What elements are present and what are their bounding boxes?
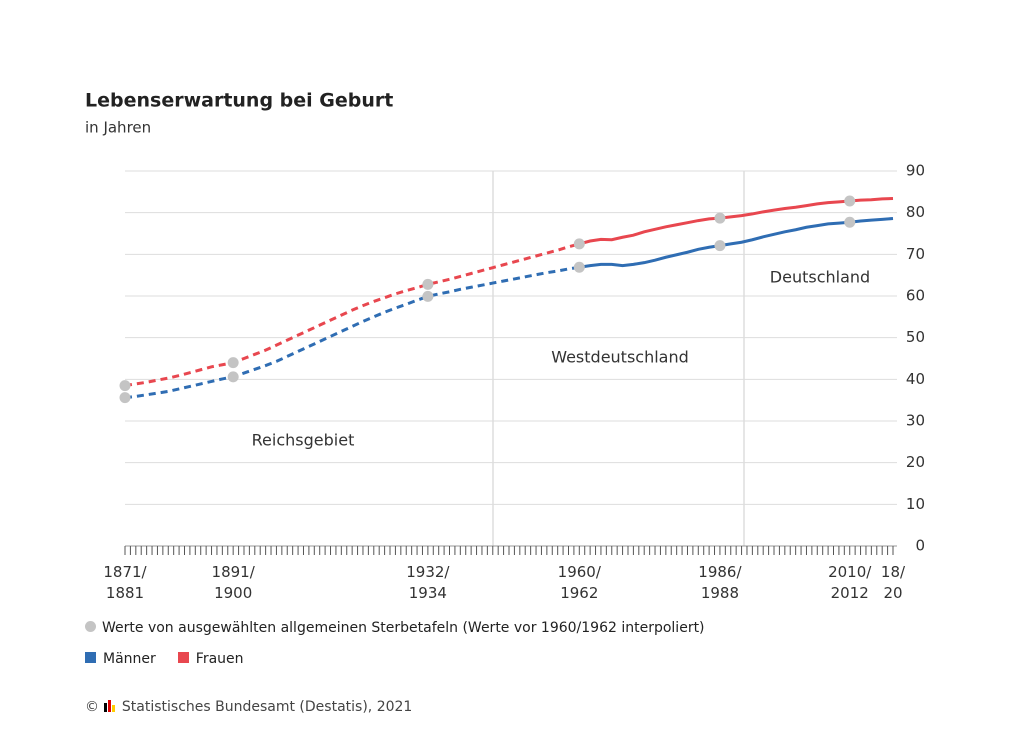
legend-swatch: [177, 652, 189, 663]
legend-label: Frauen: [195, 651, 244, 667]
chart-subtitle: in Jahren: [85, 119, 151, 137]
line-series: [124, 265, 580, 400]
legend-item: Frauen: [177, 651, 244, 667]
y-tick-label: 30: [906, 412, 925, 430]
y-tick-label: 10: [906, 495, 925, 513]
y-tick-label: 0: [915, 537, 925, 555]
x-tick-label: 1871/ 1881: [103, 563, 147, 602]
line-series: [579, 217, 894, 269]
x-tick-label: 18/ 20: [880, 563, 906, 602]
y-tick-label: 70: [906, 245, 925, 263]
logo: [104, 700, 116, 712]
region-label: Reichsgebiet: [252, 431, 355, 450]
marker-point: [119, 392, 131, 404]
x-tick-label: 1932/ 1934: [406, 563, 450, 602]
line-series: [124, 242, 580, 388]
legend-swatch: [85, 652, 96, 663]
y-tick-label: 60: [906, 287, 925, 305]
x-tick-label: 1891/ 1900: [211, 563, 255, 602]
y-tick-label: 20: [906, 453, 925, 471]
region-label: Deutschland: [770, 268, 870, 287]
copyright: ©: [85, 699, 99, 715]
marker-point: [844, 195, 856, 207]
x-tick-label: 1986/ 1988: [698, 563, 742, 602]
marker-note-text: Werte von ausgewählten allgemeinen Sterb…: [102, 620, 705, 636]
line-series: [578, 197, 894, 246]
marker-point: [573, 261, 585, 273]
marker-point: [422, 278, 434, 290]
x-tick-label: 1960/ 1962: [557, 563, 601, 602]
marker-point: [573, 238, 585, 250]
source: Statistisches Bundesamt (Destatis), 2021: [121, 699, 413, 715]
chart-title: Lebenserwartung bei Geburt: [85, 90, 393, 112]
x-tick-label: 2010/ 2012: [828, 563, 872, 602]
legend-label: Männer: [103, 651, 156, 667]
y-tick-label: 40: [906, 370, 925, 388]
legend: Männer Frauen: [85, 651, 266, 667]
marker-swatch: [85, 621, 96, 632]
marker-point: [422, 290, 434, 302]
marker-point: [227, 357, 239, 369]
marker-point: [119, 380, 131, 392]
y-tick-label: 50: [906, 328, 925, 346]
legend-item: Männer: [85, 651, 156, 667]
marker-point: [714, 212, 726, 224]
footer: © Statistisches Bundesamt (Destatis), 20…: [85, 699, 412, 715]
marker-note: Werte von ausgewählten allgemeinen Sterb…: [85, 620, 705, 636]
y-tick-label: 90: [906, 162, 925, 180]
marker-point: [714, 240, 726, 252]
marker-point: [227, 371, 239, 383]
marker-point: [844, 216, 856, 228]
y-tick-label: 80: [906, 203, 925, 221]
region-label: Westdeutschland: [551, 348, 689, 367]
